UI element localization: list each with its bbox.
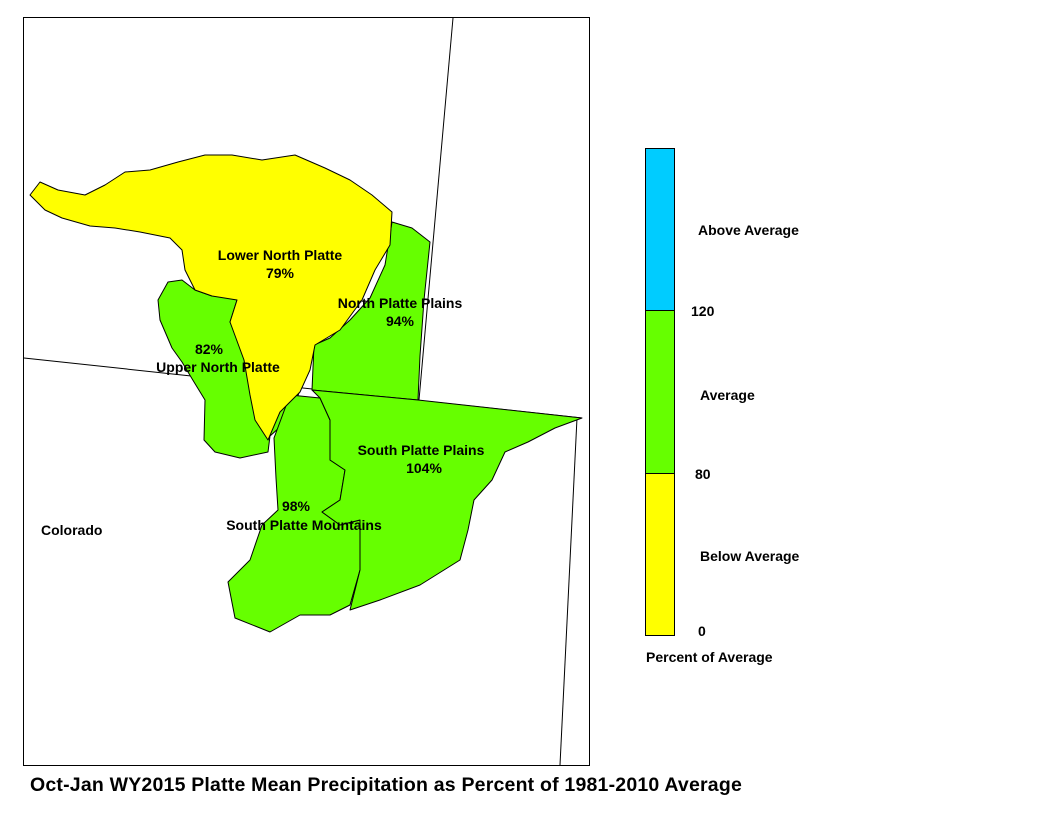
basin-south-platte-plains	[311, 389, 583, 611]
pct-south-platte-mountains: 98%	[282, 498, 311, 514]
legend-swatch-above	[645, 148, 675, 311]
label-south-platte-mountains: South Platte Mountains	[226, 517, 382, 533]
pct-lower-north-platte: 79%	[266, 265, 295, 281]
pct-south-platte-plains: 104%	[406, 460, 442, 476]
basins	[29, 154, 583, 633]
legend-label-average: Average	[700, 387, 755, 403]
legend-swatch-below	[645, 473, 675, 636]
pct-north-platte-plains: 94%	[386, 313, 415, 329]
legend-title: Percent of Average	[646, 649, 773, 665]
map-title: Oct-Jan WY2015 Platte Mean Precipitation…	[30, 774, 743, 796]
legend-tick-120: 120	[691, 303, 715, 319]
basin-lower-north-platte	[29, 154, 393, 441]
map-frame	[23, 17, 590, 766]
label-south-platte-plains: South Platte Plains	[358, 442, 485, 458]
legend-swatch-average	[645, 310, 675, 474]
label-north-platte-plains: North Platte Plains	[338, 295, 463, 311]
label-colorado: Colorado	[41, 522, 102, 538]
state-boundary-southeast	[559, 417, 578, 766]
legend-tick-0: 0	[698, 623, 706, 639]
legend: Above Average Average Below Average 120 …	[645, 148, 800, 665]
legend-label-below: Below Average	[700, 548, 800, 564]
label-lower-north-platte: Lower North Platte	[218, 247, 343, 263]
legend-tick-80: 80	[695, 466, 711, 482]
pct-upper-north-platte: 82%	[195, 341, 224, 357]
label-upper-north-platte: Upper North Platte	[156, 359, 280, 375]
state-boundary-east	[418, 17, 454, 401]
legend-label-above: Above Average	[698, 222, 799, 238]
